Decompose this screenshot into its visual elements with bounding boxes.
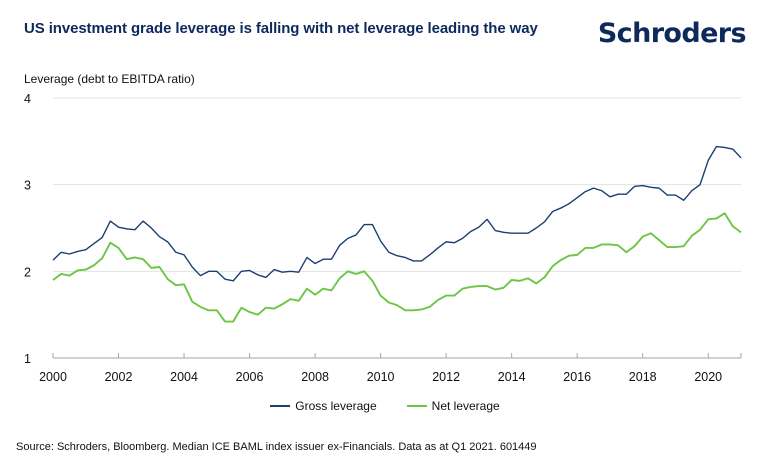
legend-label-gross: Gross leverage — [295, 399, 377, 413]
x-tick-label: 2020 — [694, 370, 722, 384]
legend: Gross leverage Net leverage — [0, 399, 770, 413]
gridlines — [53, 97, 741, 272]
series-line-gross-leverage — [52, 145, 742, 282]
x-tick-label: 2004 — [170, 370, 198, 384]
legend-item-net: Net leverage — [406, 399, 500, 413]
y-tick-label: 4 — [24, 92, 31, 106]
x-tick-label: 2016 — [563, 370, 591, 384]
x-tick-label: 2006 — [236, 370, 264, 384]
source-note: Source: Schroders, Bloomberg. Median ICE… — [16, 441, 537, 453]
y-tick-label: 1 — [24, 352, 31, 366]
y-tick-label: 2 — [24, 265, 31, 279]
x-tick-label: 2014 — [498, 370, 526, 384]
x-tick-label: 2008 — [301, 370, 329, 384]
schroders-logo: Schroders — [597, 18, 747, 49]
y-tick-label: 3 — [24, 179, 31, 193]
x-tick-label: 2018 — [629, 370, 657, 384]
x-tick-label: 2000 — [39, 370, 67, 384]
legend-swatch-net — [406, 405, 427, 407]
legend-swatch-gross — [270, 405, 291, 407]
y-axis-label: Leverage (debt to EBITDA ratio) — [24, 72, 195, 86]
x-tick-label: 2010 — [367, 370, 395, 384]
series-lines — [52, 145, 742, 323]
x-axis: 2000 2002 2004 2006 2008 2010 2012 2014 2016 2018… — [39, 353, 742, 384]
legend-label-net: Net leverage — [431, 399, 500, 413]
legend-item-gross: Gross leverage — [270, 399, 377, 413]
series-line-net-leverage — [52, 212, 742, 323]
chart-title: US investment grade leverage is falling … — [24, 20, 538, 37]
x-tick-label: 2002 — [105, 370, 133, 384]
y-axis-ticks: 1 2 3 4 — [24, 92, 31, 366]
x-tick-label: 2012 — [432, 370, 460, 384]
